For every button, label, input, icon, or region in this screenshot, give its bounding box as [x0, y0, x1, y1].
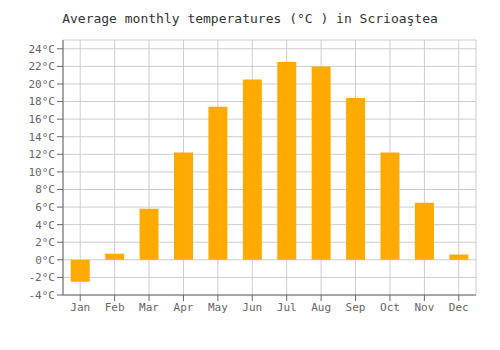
svg-text:Jun: Jun — [242, 301, 262, 314]
svg-text:May: May — [208, 301, 228, 314]
svg-text:Feb: Feb — [105, 301, 125, 314]
svg-text:14°C: 14°C — [29, 131, 56, 144]
svg-text:6°C: 6°C — [35, 201, 55, 214]
svg-text:22°C: 22°C — [29, 60, 56, 73]
svg-text:Aug: Aug — [311, 301, 331, 314]
svg-text:20°C: 20°C — [29, 78, 56, 91]
svg-text:0°C: 0°C — [35, 254, 55, 267]
svg-text:Apr: Apr — [174, 301, 194, 314]
svg-text:Nov: Nov — [414, 301, 434, 314]
svg-text:4°C: 4°C — [35, 219, 55, 232]
svg-text:Mar: Mar — [139, 301, 159, 314]
svg-text:-2°C: -2°C — [29, 271, 56, 284]
svg-text:18°C: 18°C — [29, 95, 56, 108]
svg-text:Jan: Jan — [70, 301, 90, 314]
html-text:Average monthly temperatures (: Average monthly temperatures (°C ) in Sc… — [62, 11, 438, 26]
svg-text:16°C: 16°C — [29, 113, 56, 126]
svg-text:Jul: Jul — [277, 301, 297, 314]
svg-text:Oct: Oct — [380, 301, 400, 314]
svg-text:Dec: Dec — [449, 301, 469, 314]
svg-text:24°C: 24°C — [29, 43, 56, 56]
svg-text:Sep: Sep — [346, 301, 366, 314]
svg-text:10°C: 10°C — [29, 166, 56, 179]
svg-text:8°C: 8°C — [35, 183, 55, 196]
svg-text:12°C: 12°C — [29, 148, 56, 161]
svg-text:2°C: 2°C — [35, 236, 55, 249]
svg-text:-4°C: -4°C — [29, 289, 56, 302]
